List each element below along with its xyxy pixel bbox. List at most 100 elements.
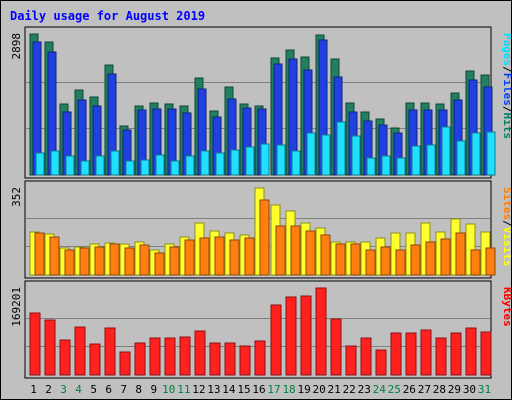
bar-kbytes-day-31: [480, 331, 492, 376]
bar-kbytes-day-16: [254, 340, 266, 376]
bar-sites-day-21: [335, 243, 346, 276]
bar-pages-day-26: [411, 145, 421, 176]
legend-entry: /: [501, 220, 511, 227]
bar-pages-day-3: [65, 155, 75, 176]
x-tick-label: 27: [418, 383, 431, 396]
bar-pages-day-14: [230, 149, 240, 176]
bar-pages-day-5: [95, 155, 105, 176]
bar-kbytes-day-8: [134, 342, 146, 376]
x-tick-label: 22: [343, 383, 356, 396]
bar-sites-day-1: [34, 232, 45, 276]
x-tick-label: 12: [192, 383, 205, 396]
x-tick-label: 16: [252, 383, 265, 396]
bar-pages-day-25: [396, 157, 406, 176]
bar-pages-day-27: [426, 144, 436, 176]
bar-pages-day-20: [321, 134, 331, 176]
bar-sites-day-5: [94, 246, 105, 276]
bar-pages-day-31: [486, 131, 496, 176]
bar-sites-day-26: [410, 244, 421, 276]
bar-kbytes-day-7: [119, 351, 131, 376]
bar-sites-day-8: [139, 244, 150, 276]
x-tick-label: 23: [358, 383, 371, 396]
x-tick-label: 9: [150, 383, 157, 396]
bar-sites-day-14: [229, 239, 240, 276]
bar-sites-day-18: [290, 225, 301, 276]
x-tick-label: 6: [105, 383, 112, 396]
bar-sites-day-27: [425, 241, 436, 276]
x-tick-label: 1: [30, 383, 37, 396]
bar-kbytes-day-19: [300, 295, 312, 376]
legend-entry: Files: [501, 73, 511, 106]
legend-hits-files-pages: Pages/Files/Hits: [501, 33, 511, 139]
x-tick-label: 2: [45, 383, 52, 396]
bar-sites-day-15: [244, 237, 255, 276]
bar-pages-day-15: [245, 146, 255, 176]
bar-kbytes-day-23: [360, 337, 372, 376]
x-tick-label: 7: [120, 383, 127, 396]
legend-entry: Visits: [501, 227, 511, 267]
chart-panels: 2898Pages/Files/Hits352Sites/Visits16920…: [10, 26, 511, 396]
bar-kbytes-day-11: [179, 336, 191, 376]
bar-pages-day-18: [291, 150, 301, 176]
bar-pages-day-22: [351, 135, 361, 176]
bar-kbytes-day-6: [104, 327, 116, 376]
bar-pages-day-11: [185, 155, 195, 176]
bar-kbytes-day-20: [315, 287, 327, 376]
panel-hits-files-pages: 2898 Pages/Files/Hits: [10, 26, 511, 179]
bar-pages-day-2: [50, 150, 60, 176]
legend-entry: /: [501, 66, 511, 73]
x-tick-label: 28: [433, 383, 446, 396]
bar-sites-day-10: [169, 246, 180, 276]
bar-kbytes-day-25: [390, 332, 402, 376]
bar-kbytes-day-18: [285, 296, 297, 376]
legend-entry: /: [501, 106, 511, 113]
bar-pages-day-12: [200, 150, 210, 176]
bar-sites-day-6: [109, 243, 120, 276]
bar-kbytes-day-10: [164, 337, 176, 376]
bar-pages-day-29: [456, 140, 466, 176]
bar-kbytes-day-24: [375, 349, 387, 376]
bar-pages-day-10: [170, 160, 180, 176]
bar-pages-day-1: [35, 152, 45, 176]
bar-kbytes-day-4: [74, 326, 86, 376]
legend-visits-sites: Sites/Visits: [501, 187, 511, 267]
bar-kbytes-day-26: [405, 332, 417, 376]
bar-pages-day-4: [80, 160, 90, 176]
bar-pages-day-17: [276, 144, 286, 176]
bar-pages-day-23: [366, 157, 376, 176]
x-tick-label: 15: [237, 383, 250, 396]
x-tick-label: 18: [282, 383, 295, 396]
legend-entry: Pages: [501, 33, 511, 66]
bar-sites-day-11: [184, 239, 195, 276]
bar-pages-day-21: [336, 121, 346, 176]
bar-sites-day-23: [365, 249, 376, 276]
bar-sites-day-28: [440, 238, 451, 276]
bar-kbytes-day-29: [450, 332, 462, 376]
bar-sites-day-12: [199, 237, 210, 276]
y-max-label: 2898: [10, 33, 23, 60]
bar-kbytes-day-30: [465, 327, 477, 376]
legend-entry: Sites: [501, 187, 511, 220]
panel-visits-sites: 352 Sites/Visits: [10, 180, 511, 279]
x-tick-label: 25: [388, 383, 401, 396]
bar-kbytes-day-27: [420, 329, 432, 376]
bar-sites-day-24: [380, 246, 391, 276]
bar-sites-day-2: [49, 236, 60, 276]
bar-sites-day-22: [350, 243, 361, 276]
x-tick-label: 29: [448, 383, 461, 396]
x-tick-label: 10: [162, 383, 175, 396]
bar-kbytes-day-22: [345, 345, 357, 376]
x-tick-label: 4: [75, 383, 82, 396]
bar-sites-day-3: [64, 249, 75, 276]
x-tick-label: 3: [60, 383, 67, 396]
bar-kbytes-day-13: [209, 342, 221, 376]
bar-sites-day-4: [79, 247, 90, 276]
x-tick-label: 19: [297, 383, 310, 396]
bar-sites-day-25: [395, 249, 406, 276]
bar-kbytes-day-5: [89, 343, 101, 376]
bar-pages-day-7: [125, 160, 135, 176]
bar-pages-day-16: [260, 143, 270, 176]
x-tick-label: 14: [222, 383, 236, 396]
bar-pages-day-13: [215, 152, 225, 176]
chart-title: Daily usage for August 2019: [10, 9, 205, 23]
